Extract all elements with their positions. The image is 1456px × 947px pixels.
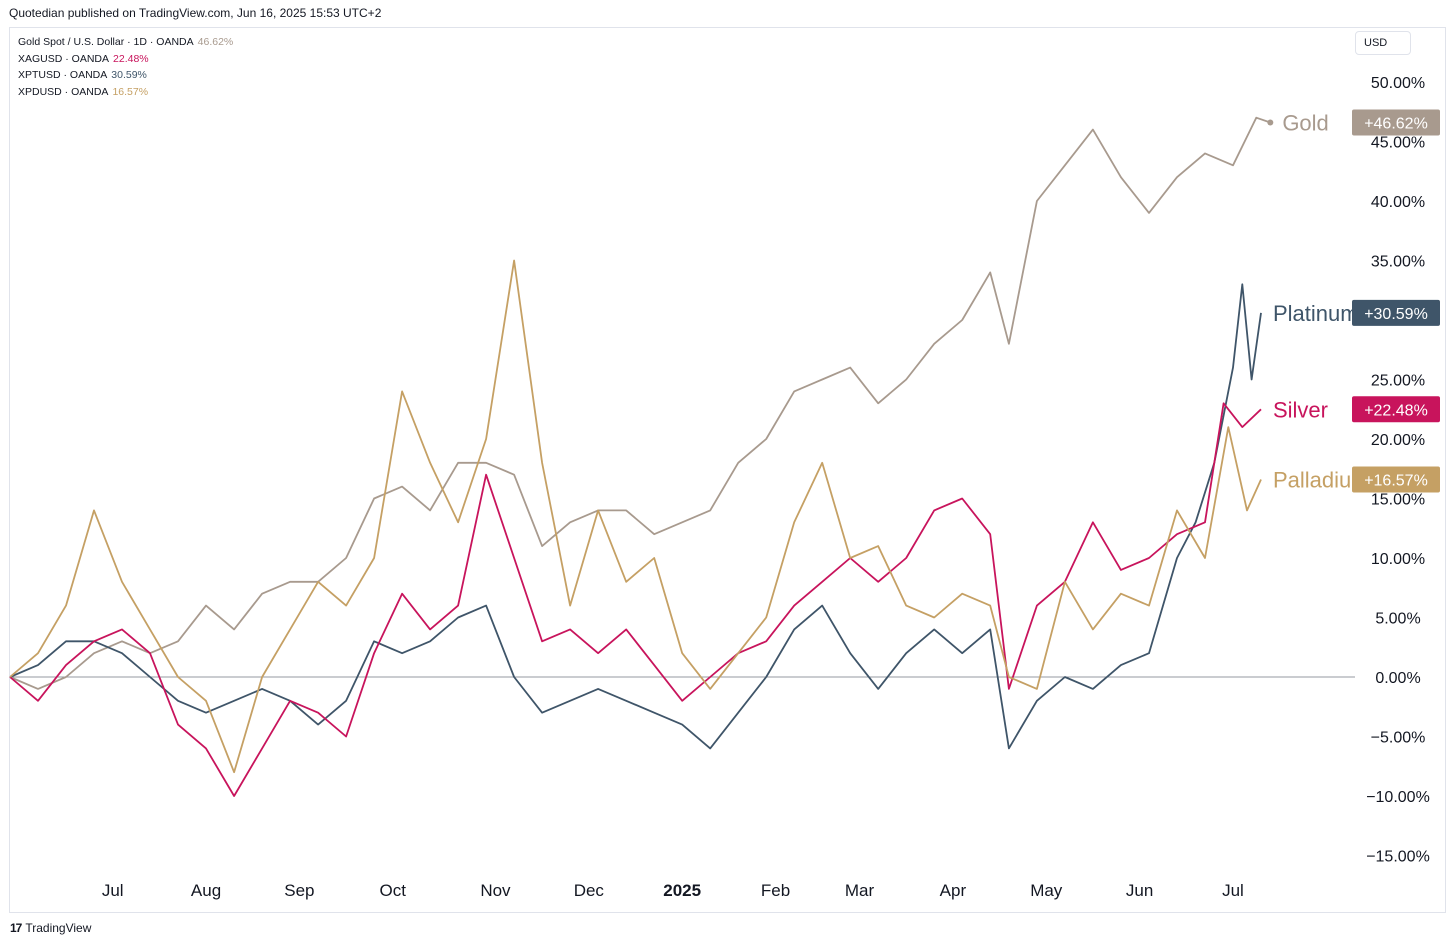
tradingview-logo: 17 TradingView (10, 921, 91, 935)
x-tick-label: Dec (574, 881, 605, 900)
y-tick-label: 50.00% (1371, 75, 1425, 92)
series-name-label-platinum: Platinum (1273, 301, 1359, 326)
y-tick-label: 5.00% (1375, 611, 1420, 628)
tradingview-brand: TradingView (25, 921, 92, 935)
legend-row-gold: Gold Spot / U.S. Dollar · 1D · OANDA 46.6… (18, 36, 234, 48)
y-tick-label: 25.00% (1371, 373, 1425, 390)
y-tick-label: −15.00% (1366, 849, 1430, 866)
y-tick-label: −10.00% (1366, 789, 1430, 806)
x-tick-label: 2025 (663, 881, 701, 900)
x-tick-label: Feb (761, 881, 790, 900)
series-line-gold (9, 116, 1271, 690)
series-line-silver (9, 402, 1262, 797)
series-line-palladium (9, 259, 1262, 774)
price-badge-text-gold: +46.62% (1364, 115, 1428, 132)
y-tick-label: 15.00% (1371, 492, 1425, 509)
series-name-label-silver: Silver (1273, 397, 1328, 422)
x-tick-label: Jul (102, 881, 124, 900)
x-tick-label: Mar (845, 881, 875, 900)
chart-legend: Gold Spot / U.S. Dollar · 1D · OANDA 46.6… (18, 34, 233, 100)
y-tick-label: 35.00% (1371, 254, 1425, 271)
y-tick-label: −5.00% (1371, 730, 1426, 747)
price-badge-silver (1352, 396, 1440, 423)
x-tick-label: Jun (1126, 881, 1153, 900)
legend-row-palladium: XPDUSD · OANDA 16.57% (18, 85, 149, 98)
legend-value-gold: 46.62% (197, 36, 234, 48)
price-badge-palladium (1352, 466, 1440, 493)
series-name-label-gold: Gold (1282, 110, 1328, 135)
legend-value-platinum: 30.59% (111, 69, 147, 81)
y-tick-label: 45.00% (1371, 135, 1425, 152)
y-tick-label: 40.00% (1371, 194, 1425, 211)
x-tick-label: May (1030, 881, 1063, 900)
price-badge-platinum (1352, 299, 1440, 326)
series-end-dot-gold (1267, 119, 1274, 126)
x-tick-label: Apr (940, 881, 967, 900)
series-line-platinum (9, 283, 1262, 750)
currency-button[interactable]: USD (1355, 31, 1411, 55)
price-badge-text-palladium: +16.57% (1364, 472, 1428, 489)
publisher-header: Quotedian published on TradingView.com, … (9, 6, 382, 20)
legend-row-silver: XAGUSD · OANDA 22.48% (18, 52, 149, 65)
x-tick-label: Sep (284, 881, 314, 900)
x-tick-label: Nov (480, 881, 511, 900)
price-badge-gold (1352, 109, 1440, 136)
x-tick-label: Jul (1222, 881, 1244, 900)
legend-value-palladium: 16.57% (112, 85, 149, 98)
price-badge-text-platinum: +30.59% (1364, 306, 1428, 323)
tradingview-mark-icon: 17 (10, 921, 22, 935)
y-tick-label: 10.00% (1371, 551, 1425, 568)
chart-frame (9, 27, 1446, 913)
x-tick-label: Oct (380, 881, 407, 900)
legend-value-silver: 22.48% (113, 52, 149, 65)
y-tick-label: 0.00% (1375, 670, 1420, 687)
legend-row-platinum: XPTUSD · OANDA 30.59% (18, 69, 147, 81)
x-tick-label: Aug (191, 881, 221, 900)
price-badge-text-silver: +22.48% (1364, 402, 1428, 419)
y-tick-label: 20.00% (1371, 432, 1425, 449)
